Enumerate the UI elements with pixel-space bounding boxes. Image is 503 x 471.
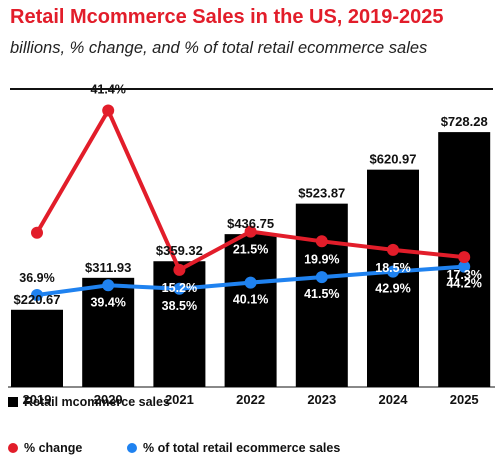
bar-value-label-2025: $728.28: [441, 114, 488, 129]
share-label-2020: 39.4%: [90, 295, 125, 309]
x-tick-label-2024: 2024: [379, 392, 409, 407]
share-point-2022: [244, 276, 257, 289]
x-tick-label-2022: 2022: [236, 392, 265, 407]
change-label-2021: 15.2%: [162, 281, 197, 295]
legend-item-share: % of total retail ecommerce sales: [127, 441, 340, 455]
share-point-2021: [173, 282, 186, 295]
share-label-2025: 44.2%: [446, 277, 481, 291]
bar-value-label-2024: $620.97: [370, 152, 417, 167]
change-point-2020: [102, 104, 115, 117]
x-tick-label-2020: 2020: [94, 392, 123, 407]
legend-label-change: % change: [24, 441, 83, 455]
legend-swatch-share: [127, 443, 137, 453]
share-point-2023: [315, 271, 328, 284]
share-label-2019: 36.9%: [19, 271, 54, 285]
change-label-2019: 21.3%: [19, 244, 54, 258]
change-label-2023: 19.9%: [304, 252, 339, 266]
change-label-2022: 21.5%: [233, 243, 268, 257]
bar-2023: [295, 203, 348, 387]
legend-item-bars: Retail mcommerce sales: [8, 395, 170, 409]
share-point-2020: [102, 279, 115, 292]
bar-2024: [367, 169, 419, 387]
change-label-2020: 41.4%: [90, 82, 125, 96]
bar-value-label-2022: $436.75: [227, 216, 274, 231]
x-tick-label-2025: 2025: [450, 392, 479, 407]
legend-item-change: % change: [8, 441, 82, 455]
change-label-2025: 17.3%: [446, 268, 481, 282]
legend-swatch-bars: [8, 397, 18, 407]
share-point-2024: [387, 265, 399, 278]
change-point-2023: [315, 235, 328, 248]
bar-2021: [153, 261, 206, 387]
change-point-2022: [244, 225, 257, 238]
change-point-2021: [173, 263, 186, 276]
bar-value-label-2019: $220.67: [14, 292, 61, 307]
title-divider: [10, 88, 493, 90]
x-tick-label-2021: 2021: [165, 392, 194, 407]
share-label-2021: 38.5%: [162, 299, 197, 313]
change-point-2019: [31, 226, 43, 239]
share-point-2025: [458, 260, 471, 273]
bar-value-label-2020: $311.93: [85, 260, 131, 275]
change-label-2024: 18.5%: [375, 261, 410, 275]
share-label-2023: 41.5%: [304, 287, 339, 301]
bar-2020: [82, 277, 135, 387]
x-tick-label-2023: 2023: [307, 392, 336, 407]
legend-swatch-change: [8, 443, 18, 453]
bar-value-label-2021: $359.32: [156, 243, 203, 258]
bar-2019: [11, 309, 63, 387]
legend-label-share: % of total retail ecommerce sales: [143, 441, 341, 455]
legend-label-bars: Retail mcommerce sales: [24, 395, 170, 409]
chart-subtitle: billions, % change, and % of total retai…: [10, 39, 428, 57]
bar-value-label-2023: $523.87: [298, 186, 345, 201]
share-label-2022: 40.1%: [233, 293, 268, 307]
x-tick-label-2019: 2019: [23, 392, 52, 407]
share-label-2024: 42.9%: [375, 282, 410, 296]
share-point-2019: [31, 289, 43, 302]
chart-title: Retail Mcommerce Sales in the US, 2019-2…: [10, 6, 444, 28]
change-point-2025: [458, 251, 471, 264]
bar-2022: [224, 234, 277, 387]
change-point-2024: [387, 243, 399, 256]
